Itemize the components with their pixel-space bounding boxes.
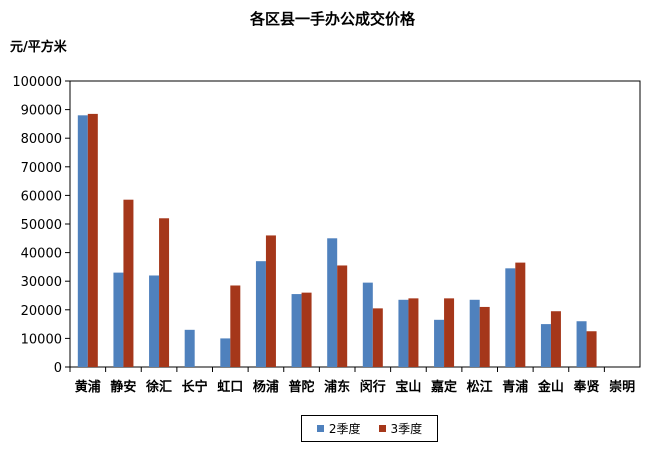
- bar-2季度-松江: [469, 299, 480, 367]
- y-tick-label: 90000: [21, 104, 62, 119]
- bar-3季度-宝山: [408, 298, 419, 367]
- x-category-label: 崇明: [609, 379, 635, 395]
- y-tick-label: 100000: [12, 75, 62, 90]
- bar-3季度-普陀: [301, 292, 312, 367]
- x-category-label: 长宁: [182, 379, 208, 395]
- x-category-label: 浦东: [324, 379, 350, 395]
- legend-swatch: [316, 425, 324, 432]
- bar-3季度-金山: [550, 311, 561, 367]
- bar-2季度-宝山: [398, 299, 409, 367]
- bar-2季度-奉贤: [576, 321, 587, 367]
- bar-3季度-嘉定: [444, 298, 455, 367]
- y-tick-label: 20000: [21, 304, 62, 319]
- x-category-label: 金山: [537, 379, 564, 395]
- bar-2季度-徐汇: [149, 275, 160, 367]
- legend-label: 2季度: [328, 422, 361, 436]
- bar-2季度-杨浦: [255, 261, 266, 367]
- x-category-label: 普陀: [289, 379, 315, 395]
- bar-2季度-青浦: [505, 268, 516, 367]
- bar-3季度-虹口: [230, 285, 241, 367]
- bar-2季度-虹口: [220, 338, 231, 367]
- bar-3季度-奉贤: [586, 331, 597, 367]
- bar-2季度-金山: [540, 324, 551, 367]
- x-category-label: 青浦: [502, 379, 528, 395]
- bar-3季度-青浦: [515, 262, 526, 367]
- y-tick-label: 40000: [21, 247, 62, 262]
- x-category-label: 闵行: [360, 379, 386, 395]
- x-category-label: 杨浦: [253, 379, 279, 395]
- y-tick-label: 60000: [21, 189, 62, 204]
- bar-2季度-长宁: [184, 329, 195, 367]
- x-category-label: 嘉定: [430, 379, 457, 395]
- bar-2季度-普陀: [291, 294, 302, 367]
- x-category-label: 虹口: [217, 379, 243, 395]
- y-tick-label: 80000: [21, 132, 62, 147]
- legend-label: 3季度: [390, 422, 423, 436]
- y-tick-label: 50000: [21, 218, 62, 233]
- x-category-label: 松江: [467, 379, 493, 395]
- legend-item: 2季度: [316, 420, 361, 437]
- y-tick-label: 30000: [21, 275, 62, 290]
- bar-3季度-黄浦: [87, 113, 98, 367]
- legend-swatch: [378, 425, 386, 432]
- y-tick-label: 0: [54, 361, 62, 376]
- x-category-label: 宝山: [395, 379, 421, 395]
- bar-3季度-浦东: [337, 265, 348, 367]
- bar-3季度-松江: [479, 306, 490, 367]
- bar-3季度-徐汇: [159, 218, 170, 367]
- bar-2季度-浦东: [327, 238, 338, 367]
- x-category-label: 奉贤: [573, 379, 600, 395]
- x-category-label: 静安: [110, 379, 136, 395]
- chart-title: 各区县一手办公成交价格: [249, 10, 415, 28]
- x-category-label: 黄浦: [75, 379, 101, 395]
- bar-3季度-静安: [123, 199, 134, 367]
- bar-3季度-杨浦: [265, 235, 276, 367]
- bar-2季度-闵行: [362, 282, 373, 367]
- y-tick-label: 70000: [21, 161, 62, 176]
- legend: 2季度 3季度: [301, 415, 438, 442]
- legend-item: 3季度: [378, 420, 423, 437]
- bar-2季度-黄浦: [77, 115, 88, 367]
- y-tick-label: 10000: [21, 332, 62, 347]
- bar-2季度-嘉定: [434, 319, 445, 367]
- x-category-label: 徐汇: [145, 379, 172, 395]
- bar-3季度-闵行: [372, 308, 383, 367]
- bar-2季度-静安: [113, 272, 124, 367]
- y-axis-unit-label: 元/平方米: [10, 40, 67, 55]
